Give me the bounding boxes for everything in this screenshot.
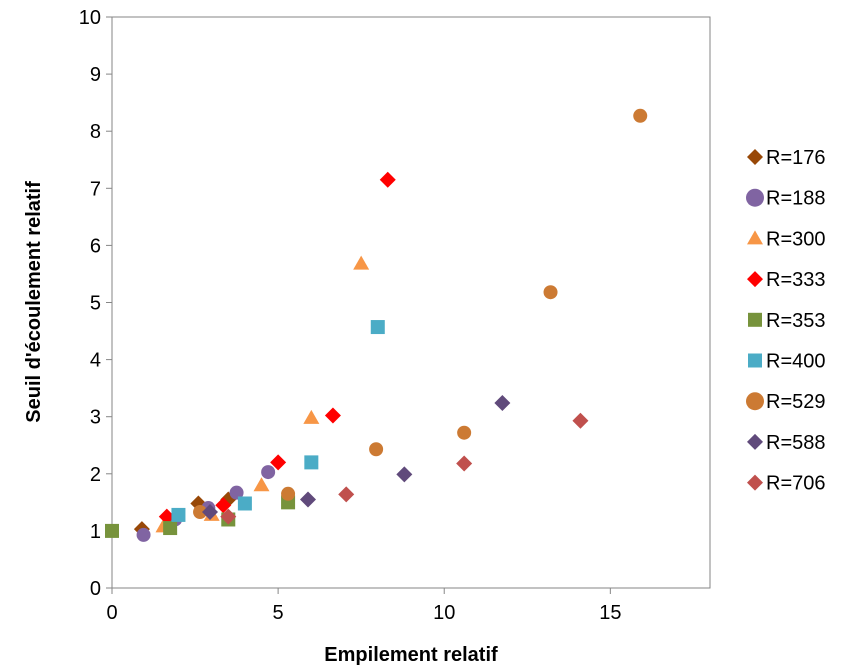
y-tick-label: 9 xyxy=(90,64,101,86)
x-axis-title: Empilement relatif xyxy=(324,644,498,666)
y-tick-label: 5 xyxy=(90,293,101,315)
data-point-square xyxy=(171,507,186,522)
data-point-circle xyxy=(193,505,208,520)
legend-label: R=706 xyxy=(766,473,826,495)
data-point-diamond xyxy=(202,504,219,521)
legend-label: R=529 xyxy=(766,391,826,413)
data-point-circle xyxy=(369,442,384,457)
x-tick-label: 10 xyxy=(433,602,455,624)
legend-label: R=400 xyxy=(766,351,826,373)
data-point-diamond xyxy=(379,171,396,188)
legend-marker xyxy=(747,271,763,288)
y-axis-title: Seuil d'écoulement relatif xyxy=(23,181,45,423)
y-tick-label: 8 xyxy=(90,121,101,143)
legend-label: R=333 xyxy=(766,269,826,291)
y-tick-label: 6 xyxy=(90,235,101,257)
data-point-square xyxy=(163,521,178,536)
data-point-diamond xyxy=(396,466,413,483)
data-point-square xyxy=(237,496,252,511)
data-point-diamond xyxy=(158,508,175,525)
legend-marker xyxy=(746,392,764,411)
data-point-triangle xyxy=(303,409,320,424)
data-point-square xyxy=(105,523,119,538)
legend-marker xyxy=(747,149,763,165)
data-point-square xyxy=(370,320,385,335)
legend-label: R=588 xyxy=(766,432,826,454)
legend-label: R=353 xyxy=(766,310,826,332)
data-point-circle xyxy=(136,527,151,542)
x-axis-ticks: 0 5 10 15 xyxy=(106,588,621,624)
data-point-circle xyxy=(633,108,648,123)
legend-marker xyxy=(746,188,764,207)
data-point-diamond xyxy=(572,412,589,429)
x-tick-label: 5 xyxy=(273,602,284,624)
legend-marker xyxy=(747,474,763,491)
data-point-diamond xyxy=(300,491,317,508)
y-tick-label: 4 xyxy=(90,350,101,372)
data-point-circle xyxy=(543,285,558,300)
y-tick-label: 2 xyxy=(90,464,101,486)
x-tick-label: 15 xyxy=(599,602,621,624)
y-axis-ticks: 0 1 2 3 4 5 6 7 8 9 10 xyxy=(79,7,112,600)
data-point-diamond xyxy=(494,394,511,411)
legend-marker xyxy=(748,353,762,368)
legend-marker xyxy=(748,312,762,327)
data-point-diamond xyxy=(220,508,237,525)
data-point-triangle xyxy=(253,477,270,492)
y-tick-label: 0 xyxy=(90,578,101,600)
legend-label: R=176 xyxy=(766,147,826,169)
data-point-circle xyxy=(281,486,296,501)
data-point-diamond xyxy=(215,497,232,514)
data-points xyxy=(105,108,648,542)
legend-label: R=188 xyxy=(766,188,826,210)
legend-marker xyxy=(747,230,763,245)
legend-marker xyxy=(747,433,763,450)
legend: R=176 R=188 R=300 R=333 R=353 R=400 R=529 R=588… xyxy=(746,147,826,495)
data-point-circle xyxy=(457,425,472,440)
data-point-circle xyxy=(261,465,276,480)
data-point-square xyxy=(304,455,319,470)
y-tick-label: 1 xyxy=(90,521,101,543)
y-tick-label: 7 xyxy=(90,178,101,200)
data-point-triangle xyxy=(353,255,370,270)
data-point-diamond xyxy=(270,454,287,471)
x-tick-label: 0 xyxy=(106,602,117,624)
y-tick-label: 3 xyxy=(90,407,101,429)
data-point-diamond xyxy=(324,407,341,424)
legend-label: R=300 xyxy=(766,228,826,250)
plot-area xyxy=(111,16,711,589)
y-tick-label: 10 xyxy=(79,7,101,29)
data-point-circle xyxy=(229,485,244,500)
data-point-diamond xyxy=(456,455,473,472)
data-point-diamond xyxy=(338,486,355,503)
